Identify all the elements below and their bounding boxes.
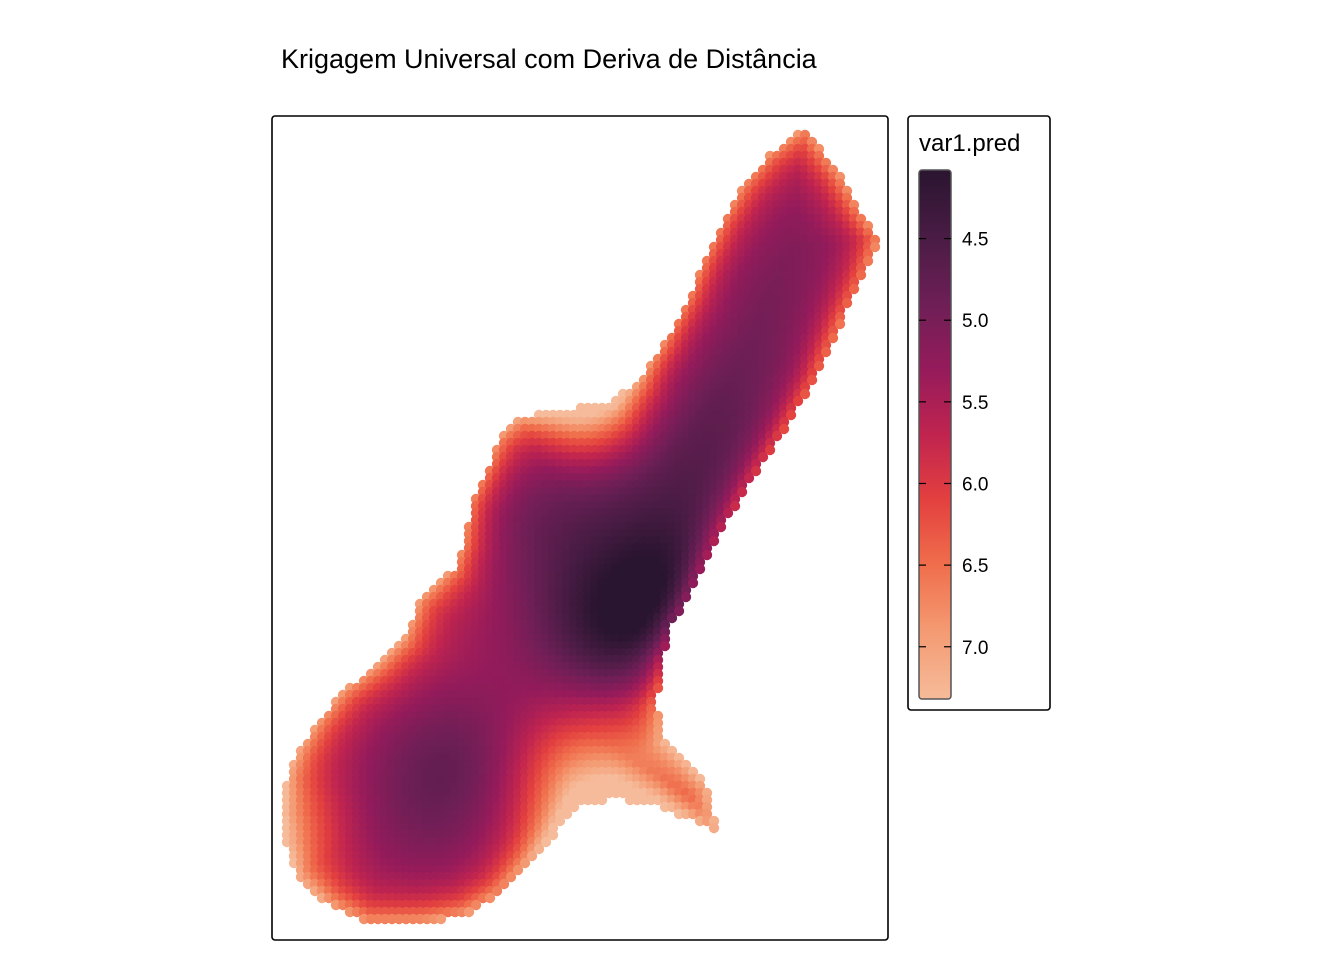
prediction-cell — [813, 360, 825, 372]
prediction-cell — [596, 794, 608, 806]
prediction-cell — [743, 472, 755, 484]
legend-tick-label: 4.5 — [962, 230, 988, 251]
prediction-cell — [729, 500, 741, 512]
colorbar — [918, 169, 952, 700]
legend-tick-label: 7.0 — [962, 638, 988, 659]
prediction-cell — [554, 815, 566, 827]
prediction-cell — [463, 906, 475, 918]
prediction-cell — [820, 346, 832, 358]
prediction-cell — [722, 507, 734, 519]
prediction-cell — [568, 801, 580, 813]
prediction-field — [281, 129, 881, 925]
prediction-cell — [547, 829, 559, 841]
prediction-cell — [708, 535, 720, 547]
prediction-cell — [680, 591, 692, 603]
prediction-cell — [666, 612, 678, 624]
prediction-cell — [862, 255, 874, 267]
prediction-cell — [708, 822, 720, 834]
prediction-cell — [540, 836, 552, 848]
legend-tick-label: 5.5 — [962, 393, 988, 414]
prediction-cell — [526, 850, 538, 862]
prediction-cell — [435, 913, 447, 925]
prediction-cell — [491, 885, 503, 897]
prediction-cell — [561, 808, 573, 820]
legend-ticks: 4.5 5.0 5.5 6.0 6.5 7.0 — [919, 230, 988, 659]
prediction-cell — [855, 269, 867, 281]
prediction-cell — [827, 332, 839, 344]
prediction-cell — [799, 388, 811, 400]
prediction-cell — [869, 241, 881, 253]
prediction-cell — [484, 892, 496, 904]
prediction-cell — [785, 409, 797, 421]
prediction-cell — [848, 283, 860, 295]
prediction-cell — [673, 605, 685, 617]
prediction-cell — [687, 577, 699, 589]
legend-tick-label: 6.5 — [962, 556, 988, 577]
legend-tick-label: 6.0 — [962, 474, 988, 495]
prediction-cell — [715, 521, 727, 533]
prediction-cell — [652, 682, 664, 694]
prediction-cell — [659, 640, 671, 652]
prediction-cell — [750, 465, 762, 477]
prediction-cell — [841, 297, 853, 309]
chart-title: Krigagem Universal com Deriva de Distânc… — [281, 44, 818, 74]
prediction-cell — [701, 549, 713, 561]
prediction-cell — [834, 318, 846, 330]
legend-tick-label: 5.0 — [962, 311, 988, 332]
prediction-cell — [764, 444, 776, 456]
prediction-cell — [771, 430, 783, 442]
prediction-cell — [512, 864, 524, 876]
prediction-cell — [736, 486, 748, 498]
prediction-cell — [505, 871, 517, 883]
prediction-cell — [533, 843, 545, 855]
legend: var1.pred 4.5 5.0 5.5 6.0 6.5 7.0 — [907, 115, 1051, 711]
prediction-cell — [778, 423, 790, 435]
prediction-cell — [792, 395, 804, 407]
prediction-cell — [470, 899, 482, 911]
prediction-cell — [806, 374, 818, 386]
legend-title: var1.pred — [919, 130, 1020, 157]
prediction-cell — [519, 857, 531, 869]
prediction-cell — [694, 563, 706, 575]
prediction-cell — [498, 878, 510, 890]
prediction-cell — [757, 451, 769, 463]
